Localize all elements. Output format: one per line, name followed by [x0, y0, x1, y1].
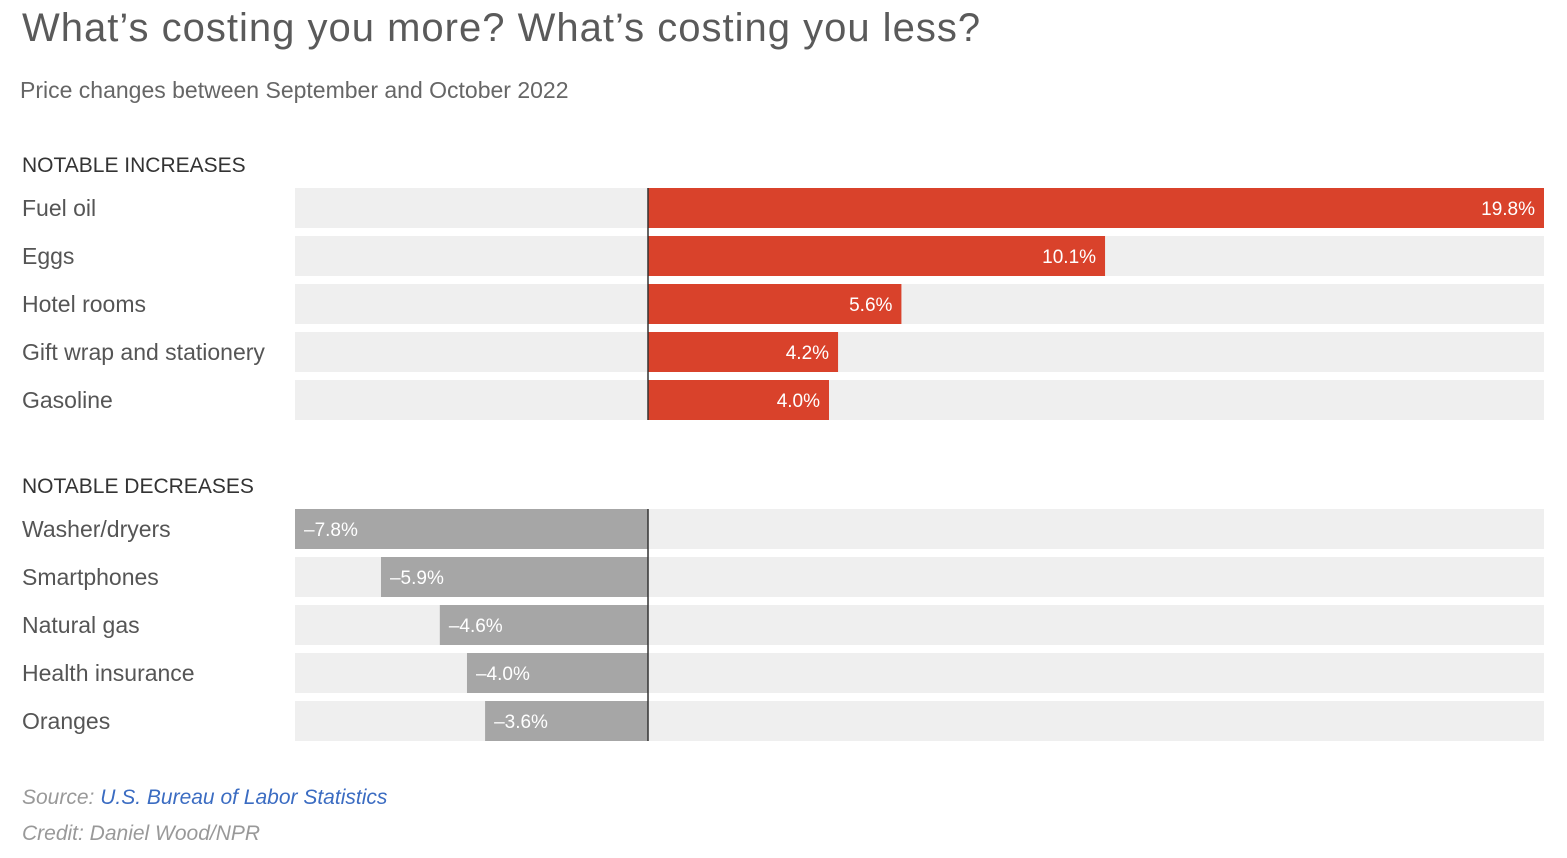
chart-footer: Source: U.S. Bureau of Labor Statistics …: [22, 786, 387, 858]
bar: [648, 236, 1106, 276]
category-label: Gasoline: [22, 387, 113, 413]
bar: [439, 605, 648, 645]
bar: [485, 701, 648, 741]
category-label: Natural gas: [22, 612, 140, 638]
source-link[interactable]: U.S. Bureau of Labor Statistics: [100, 786, 388, 809]
bar: [648, 332, 839, 372]
category-label: Smartphones: [22, 564, 159, 590]
value-label: –4.6%: [449, 616, 503, 637]
bar: [648, 188, 1544, 228]
section-heading: NOTABLE DECREASES: [22, 475, 254, 498]
category-label: Fuel oil: [22, 195, 96, 221]
bar: [380, 557, 648, 597]
category-label: Hotel rooms: [22, 291, 146, 317]
value-label: –3.6%: [494, 712, 548, 733]
bar-chart: NOTABLE INCREASES Fuel oil 19.8% Eggs 10.1% H…: [22, 154, 1544, 741]
bar: [648, 380, 830, 420]
bar-track: [295, 332, 1544, 372]
value-label: 4.2%: [786, 343, 829, 364]
bar-track: [295, 701, 1544, 741]
value-label: –5.9%: [390, 568, 444, 589]
value-label: 4.0%: [777, 391, 820, 412]
value-label: 5.6%: [849, 295, 892, 316]
value-label: 10.1%: [1042, 247, 1096, 268]
value-label: 19.8%: [1481, 199, 1535, 220]
category-label: Health insurance: [22, 660, 195, 686]
bar: [295, 509, 648, 549]
category-label: Washer/dryers: [22, 516, 171, 542]
bar: [466, 653, 648, 693]
source-line: Source: U.S. Bureau of Labor Statistics: [22, 786, 387, 810]
chart-title: What’s costing you more? What’s costing …: [22, 6, 982, 50]
category-label: Eggs: [22, 243, 74, 269]
bar-track: [295, 284, 1544, 324]
bar-track: [295, 380, 1544, 420]
value-label: –4.0%: [476, 664, 530, 685]
source-prefix: Source:: [22, 786, 101, 809]
category-label: Gift wrap and stationery: [22, 339, 265, 365]
value-label: –7.8%: [304, 520, 358, 541]
category-label: Oranges: [22, 708, 110, 734]
chart-subtitle: Price changes between September and Octo…: [20, 77, 569, 103]
credit-line: Credit: Daniel Wood/NPR: [22, 822, 261, 845]
section-heading: NOTABLE INCREASES: [22, 154, 246, 177]
bar: [648, 284, 902, 324]
